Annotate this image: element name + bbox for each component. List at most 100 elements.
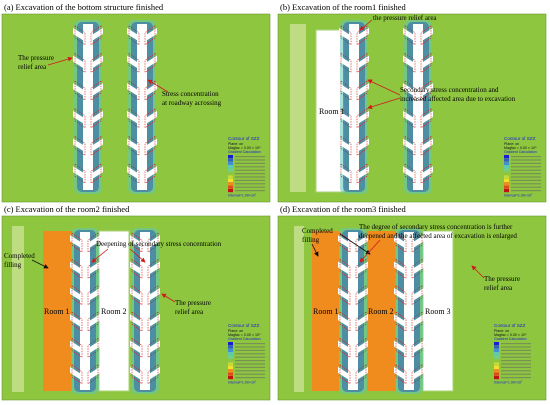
- panel-d-room-3: [422, 230, 454, 392]
- legend-swatch: [504, 182, 509, 186]
- legend-swatch: [494, 342, 499, 346]
- panel-a-annotation-3: Stress concentration: [162, 90, 219, 98]
- panel-c-arrow-1: [31, 259, 49, 269]
- legend-plane: Plane: on: [228, 142, 243, 146]
- legend-magfac: Magfac = 0.00 × 10⁰: [228, 333, 261, 337]
- panel-c-annotation-2: filling: [4, 261, 22, 269]
- legend-swatch: [228, 185, 233, 189]
- panel-c-room-1-filling: [43, 231, 72, 391]
- panel-b-annotation-2: Secondary stress concentration and: [400, 86, 499, 94]
- panel-b-arrow-3: [367, 97, 401, 110]
- legend-swatch: [228, 352, 233, 356]
- legend-swatch: [228, 372, 233, 376]
- panel-d-room-3-label: Room 3: [425, 307, 451, 316]
- panel-c-room-1-label: Room 1: [44, 307, 70, 316]
- panel-c-title: (c) Excavation of the room2 finished: [4, 204, 130, 214]
- panel-d-annotation-6: relief area: [484, 284, 513, 292]
- legend-swatch: [494, 345, 499, 349]
- legend-interval: Interval=1.00×10⁷: [494, 380, 523, 384]
- panel-c-annotation-1: Completed: [4, 252, 35, 260]
- legend-swatch: [228, 365, 233, 369]
- legend-swatch: [494, 365, 499, 369]
- legend-swatch: [228, 345, 233, 349]
- panel-b-room-1-label: Room 1: [319, 107, 345, 116]
- legend-title: Contour of SZZ: [228, 136, 260, 141]
- legend-title: Contour of SZZ: [494, 323, 526, 328]
- legend-swatch: [504, 161, 509, 165]
- legend-interval: Interval=1.00×10⁷: [228, 193, 257, 197]
- legend-interval: Interval=1.00×10⁷: [228, 380, 257, 384]
- panel-d-annotation-5: The pressure: [484, 275, 520, 283]
- panel-a-arrow-2: [147, 79, 169, 93]
- panel-b-arrow-2: [367, 79, 401, 96]
- roadway-structure: [127, 20, 157, 194]
- legend-swatch: [494, 355, 499, 359]
- panel-c-arrow-4: [161, 293, 176, 303]
- roadway-structure: [394, 228, 424, 394]
- panel-d-arrow-4: [471, 265, 485, 279]
- panel-c-annotation-5: relief area: [175, 308, 204, 316]
- panel-b-annotation-1: the pressure relief area: [373, 14, 437, 22]
- legend-swatch: [228, 165, 233, 169]
- legend-swatch: [228, 189, 233, 193]
- panel-a-annotation-4: at roadway acrossing: [162, 99, 222, 107]
- panel-c-annotation-3: Deepening of secondary stress concentrat…: [96, 240, 222, 248]
- panel-d-room-1-filling: [312, 231, 339, 391]
- legend-swatch: [504, 172, 509, 176]
- panel-d-arrow-3: [359, 239, 381, 263]
- panel-d: (d) Excavation of the room3 finished Roo…: [277, 204, 547, 401]
- legend-swatch: [494, 359, 499, 363]
- legend-swatch: [494, 376, 499, 380]
- legend-swatch: [228, 178, 233, 182]
- panel-d-annotation-1: Completed: [302, 227, 333, 235]
- legend-magfac: Magfac = 0.00 × 10⁰: [504, 146, 537, 150]
- panel-b-arrow-1: [359, 19, 373, 31]
- legend-swatch: [494, 362, 499, 366]
- legend-swatch: [494, 352, 499, 356]
- legend-magfac: Magfac = 0.00 × 10⁰: [228, 146, 261, 150]
- legend-swatch: [504, 175, 509, 179]
- legend-calc: Gradient Calculation: [494, 337, 527, 341]
- legend-calc: Gradient Calculation: [504, 150, 537, 154]
- panel-a-annotation-2: relief area: [18, 63, 47, 71]
- panel-c-room-2-label: Room 2: [101, 307, 127, 316]
- legend-swatch: [504, 185, 509, 189]
- panel-d-annotation-4: deepened and the affected area of excava…: [359, 232, 517, 240]
- legend-swatch: [228, 158, 233, 162]
- roadway-structure: [338, 228, 368, 394]
- roadway-structure: [73, 20, 103, 194]
- panel-d-room-2-label: Room 2: [368, 307, 394, 316]
- panel-d-arrow-1: [311, 243, 319, 257]
- legend-swatch: [228, 182, 233, 186]
- panel-b-title: (b) Excavation of the room1 finished: [280, 2, 407, 12]
- legend-title: Contour of SZZ: [504, 136, 536, 141]
- legend-swatch: [228, 362, 233, 366]
- legend-swatch: [494, 348, 499, 352]
- panel-b: (b) Excavation of the room1 finished Roo…: [277, 2, 547, 203]
- panel-c-annotation-4: The pressure: [175, 299, 211, 307]
- legend-swatch: [228, 175, 233, 179]
- panel-a-title: (a) Excavation of the bottom structure f…: [4, 2, 164, 12]
- legend-swatch: [504, 158, 509, 162]
- legend-swatch: [228, 161, 233, 165]
- roadway-structure: [70, 228, 100, 394]
- legend-swatch: [494, 372, 499, 376]
- legend-swatch: [504, 155, 509, 159]
- panel-c: (c) Excavation of the room2 finished Roo…: [1, 204, 271, 401]
- panel-d-title: (d) Excavation of the room3 finished: [280, 204, 407, 214]
- roadway-structure: [130, 228, 160, 394]
- legend-swatch: [228, 155, 233, 159]
- legend-swatch: [504, 189, 509, 193]
- legend-swatch: [228, 348, 233, 352]
- legend-swatch: [228, 369, 233, 373]
- legend-calc: Gradient Calculation: [228, 337, 261, 341]
- legend-magfac: Magfac = 0.00 × 10⁰: [494, 333, 527, 337]
- panel-a-arrow-1: [47, 56, 73, 66]
- panel-a-annotation-1: The pressure: [18, 54, 54, 62]
